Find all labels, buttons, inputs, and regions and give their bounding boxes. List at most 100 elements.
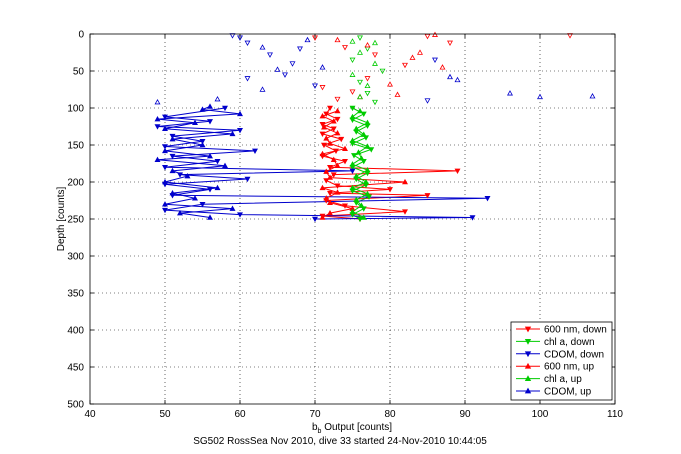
data-point-cdom-down [207,187,213,193]
data-point-chl-a-up [349,113,356,120]
data-point-cdom-down [484,196,491,202]
data-point-cdom-down [424,98,431,104]
data-point-600-nm-down [364,76,371,82]
data-point-chl-a-up [349,71,356,77]
data-point-cdom-down [252,148,258,155]
data-point-chl-a-up [349,184,356,191]
y-tick-label: 0 [78,30,84,41]
data-point-chl-a-up [372,60,378,66]
x-tick-label: 40 [84,409,96,420]
data-point-chl-a-up [357,93,363,100]
data-point-600-nm-down [342,159,348,165]
data-point-cdom-down [289,61,296,67]
data-point-chl-a-up [364,190,371,197]
data-point-cdom-down [177,172,183,178]
x-tick-label: 90 [459,409,471,420]
y-tick-label: 400 [67,326,84,337]
x-tick-label: 110 [607,409,623,420]
data-point-chl-a-up [363,178,369,185]
data-point-cdom-down [267,52,273,58]
y-tick-label: 100 [67,104,84,115]
data-point-chl-a-down [349,57,356,64]
data-point-chl-a-up [364,119,371,126]
data-point-600-nm-up [319,184,326,191]
data-point-chl-a-up [364,167,371,173]
legend-label-chl-a-down: chl a, down [544,337,595,348]
data-point-600-nm-down [402,62,408,69]
data-point-600-nm-down [323,111,330,118]
data-point-600-nm-up [330,118,337,124]
legend-label-600-nm-down: 600 nm, down [544,325,607,336]
data-point-600-nm-down [327,105,333,112]
data-point-cdom-up [199,106,206,112]
data-point-600-nm-down [338,136,345,143]
data-point-600-nm-up [327,140,333,146]
x-tick-label: 100 [532,409,549,420]
legend-marker-cdom-down [524,351,532,358]
data-point-cdom-up [192,119,198,126]
y-tick-label: 350 [67,289,84,300]
data-point-chl-a-down [357,35,363,41]
data-point-cdom-up [447,73,453,80]
chart-caption: SG502 RossSea Nov 2010, dive 33 started … [193,436,487,447]
x-tick-label: 80 [384,409,396,420]
data-point-600-nm-up [334,189,341,195]
data-point-600-nm-up [330,156,337,163]
y-tick-label: 150 [67,141,84,152]
data-point-cdom-down [162,164,168,171]
data-point-cdom-down [312,216,318,223]
data-point-600-nm-down [321,142,327,149]
data-point-cdom-down [244,40,251,47]
data-point-600-nm-up [321,124,327,130]
data-point-cdom-up [169,167,176,174]
data-point-600-nm-up [319,113,326,119]
data-point-chl-a-up [355,149,362,155]
data-point-cdom-down [282,72,288,78]
data-point-cdom-up [214,95,221,102]
data-point-600-nm-up [342,145,348,151]
data-point-cdom-down [349,168,356,175]
data-point-chl-a-up [360,131,367,137]
data-point-cdom-up [274,66,281,72]
data-point-chl-a-up [353,172,360,179]
data-point-chl-a-up [349,161,356,167]
legend-label-chl-a-up: chl a, up [544,374,582,385]
data-point-600-nm-down [349,89,356,95]
data-point-chl-a-up [349,137,356,143]
x-axis-ticks: 40 50 60 70 80 90 100 110 [84,34,623,420]
data-point-600-nm-up [409,54,416,60]
data-point-cdom-up [304,36,311,43]
data-point-600-nm-up [439,64,446,70]
data-point-600-nm-down [330,126,337,132]
data-point-600-nm-up [323,195,330,201]
y-tick-label: 450 [67,363,84,374]
data-point-cdom-down [162,207,168,214]
legend-marker-cdom-up [524,387,532,394]
x-axis-label-subscript: b [318,428,322,435]
data-point-cdom-up [184,172,191,179]
data-point-600-nm-down [327,190,333,197]
data-point-chl-a-down [351,153,357,159]
data-point-cdom-up [207,214,213,220]
data-point-600-nm-down [424,193,431,199]
data-point-cdom-up [177,209,183,216]
data-point-cdom-down [237,127,243,134]
data-point-cdom-up [589,93,596,99]
x-axis-label-b: b [312,422,318,433]
data-point-600-nm-up [327,174,333,180]
data-point-chl-a-down [372,99,378,106]
data-point-600-nm-down [402,209,408,215]
data-point-chl-a-down [357,79,363,86]
data-markers [154,31,596,223]
data-point-chl-a-up [353,125,360,131]
data-point-600-nm-down [342,203,348,209]
data-point-600-nm-up [334,107,341,114]
data-point-cdom-up [162,147,168,154]
data-point-cdom-up [237,110,243,117]
data-point-600-nm-down [387,187,393,193]
y-tick-label: 250 [67,215,84,226]
data-point-600-nm-down [372,52,378,58]
y-tick-label: 500 [67,400,84,411]
y-tick-label: 200 [67,178,84,189]
